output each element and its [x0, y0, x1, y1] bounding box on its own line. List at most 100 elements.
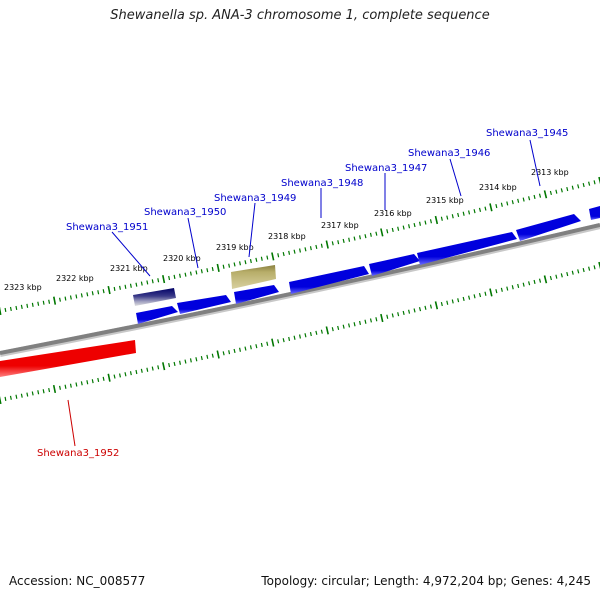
tick-mark	[211, 353, 214, 358]
gene-arrow[interactable]	[234, 285, 279, 304]
tick-mark	[522, 282, 525, 287]
tick-mark	[560, 273, 563, 278]
tick-mark	[162, 275, 166, 284]
tick-mark	[593, 180, 596, 185]
tick-mark	[484, 206, 487, 211]
kbp-label: 2318 kbp	[268, 232, 306, 241]
gene-label[interactable]: Shewana3_1946	[408, 148, 490, 159]
inner-tick-track	[0, 261, 600, 405]
gene-arrow-reverse[interactable]	[0, 340, 136, 377]
accession-text: Accession: NC_008577	[9, 574, 146, 588]
tick-mark	[80, 381, 83, 386]
tick-mark	[42, 389, 45, 394]
gene-arrow[interactable]	[417, 232, 517, 265]
label-leader-lines	[67, 139, 541, 447]
tick-mark	[91, 291, 94, 296]
tick-mark	[566, 186, 569, 192]
tick-mark	[517, 198, 520, 203]
tick-mark	[113, 374, 116, 379]
tick-mark	[533, 279, 536, 285]
gene-selected[interactable]	[133, 288, 176, 306]
tick-mark	[102, 376, 105, 381]
tick-mark	[140, 281, 143, 286]
tick-mark	[375, 231, 378, 236]
gene-arrow[interactable]	[289, 266, 369, 294]
gene-label[interactable]: Shewana3_1948	[281, 178, 363, 189]
tick-mark	[277, 253, 280, 258]
gene-label[interactable]: Shewana3_1951	[66, 222, 148, 233]
tick-mark	[588, 266, 591, 271]
tick-mark	[216, 350, 220, 359]
tick-mark	[255, 344, 258, 349]
gene-arrow[interactable]	[177, 295, 231, 314]
tick-mark	[408, 309, 411, 314]
tick-mark	[151, 366, 154, 371]
tick-mark	[9, 306, 12, 312]
tick-mark	[80, 293, 83, 298]
tick-mark	[222, 351, 225, 356]
tick-mark	[408, 224, 411, 229]
gene-label[interactable]: Shewana3_1952	[37, 448, 119, 459]
tick-mark	[282, 338, 285, 343]
kbp-label: 2317 kbp	[321, 221, 359, 230]
tick-mark	[598, 261, 600, 270]
tick-mark	[440, 216, 443, 221]
tick-mark	[446, 215, 449, 220]
gene-highlighted[interactable]	[231, 265, 276, 289]
gene-label[interactable]: Shewana3_1950	[144, 207, 226, 218]
tick-mark	[173, 274, 176, 280]
tick-mark	[315, 330, 318, 335]
tick-mark	[538, 278, 542, 283]
tick-mark	[222, 264, 225, 269]
tick-mark	[560, 188, 563, 193]
tick-mark	[309, 246, 312, 251]
tick-mark	[168, 362, 171, 368]
outer-tick-track	[0, 176, 600, 316]
tick-mark	[462, 296, 465, 302]
tick-mark	[402, 225, 405, 230]
gene-arrow[interactable]	[136, 306, 178, 324]
tick-mark	[457, 212, 460, 218]
tick-mark	[249, 345, 252, 350]
tick-mark	[397, 226, 400, 231]
gene-label[interactable]: Shewana3_1945	[486, 128, 568, 139]
tick-mark	[20, 393, 23, 398]
tick-mark	[538, 193, 542, 198]
gene-arrow[interactable]	[589, 206, 600, 220]
tick-mark	[424, 220, 427, 225]
tick-mark	[555, 189, 558, 194]
tick-mark	[506, 286, 509, 291]
tick-mark	[146, 280, 149, 285]
tick-mark	[320, 243, 323, 248]
tick-mark	[391, 227, 394, 233]
tick-mark	[260, 342, 263, 348]
tick-mark	[216, 263, 220, 272]
tick-mark	[353, 322, 356, 327]
tick-mark	[184, 359, 187, 364]
tick-mark	[304, 333, 307, 338]
tick-mark	[359, 320, 361, 326]
tick-mark	[391, 313, 394, 318]
tick-mark	[424, 305, 427, 310]
tick-mark	[571, 185, 574, 190]
tick-mark	[129, 371, 132, 376]
tick-mark	[157, 278, 160, 283]
gene-arrow[interactable]	[516, 214, 581, 241]
tick-mark	[593, 265, 596, 270]
tick-mark	[173, 361, 176, 367]
map-title: Shewanella sp. ANA-3 chromosome 1, compl…	[110, 8, 490, 23]
gene-label[interactable]: Shewana3_1947	[345, 163, 427, 174]
tick-mark	[582, 182, 585, 188]
tick-mark	[249, 258, 252, 264]
tick-mark	[386, 314, 389, 319]
tick-mark	[473, 294, 476, 299]
tick-mark	[342, 238, 345, 244]
gene-label[interactable]: Shewana3_1949	[214, 193, 296, 204]
tick-mark	[239, 261, 241, 266]
tick-mark	[69, 383, 72, 388]
gene-arrow[interactable]	[369, 254, 420, 276]
tick-mark	[315, 244, 318, 250]
tick-mark	[135, 369, 138, 375]
tick-mark	[348, 323, 351, 328]
tick-mark	[53, 296, 57, 305]
